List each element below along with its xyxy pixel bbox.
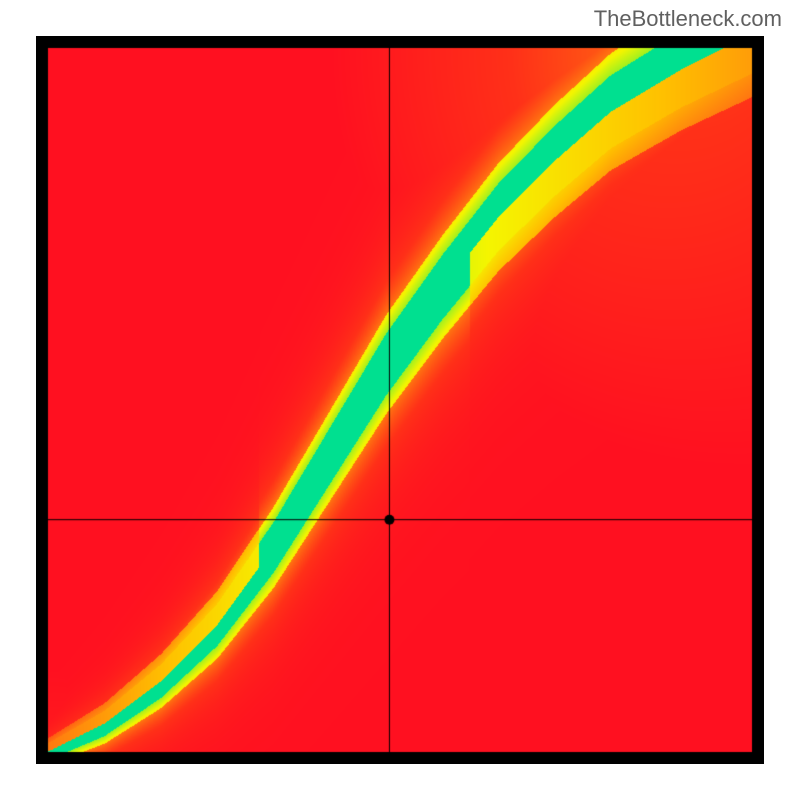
chart-container: TheBottleneck.com [0,0,800,800]
heatmap-plot [36,36,764,764]
watermark-label: TheBottleneck.com [594,6,782,32]
heatmap-canvas [36,36,764,764]
